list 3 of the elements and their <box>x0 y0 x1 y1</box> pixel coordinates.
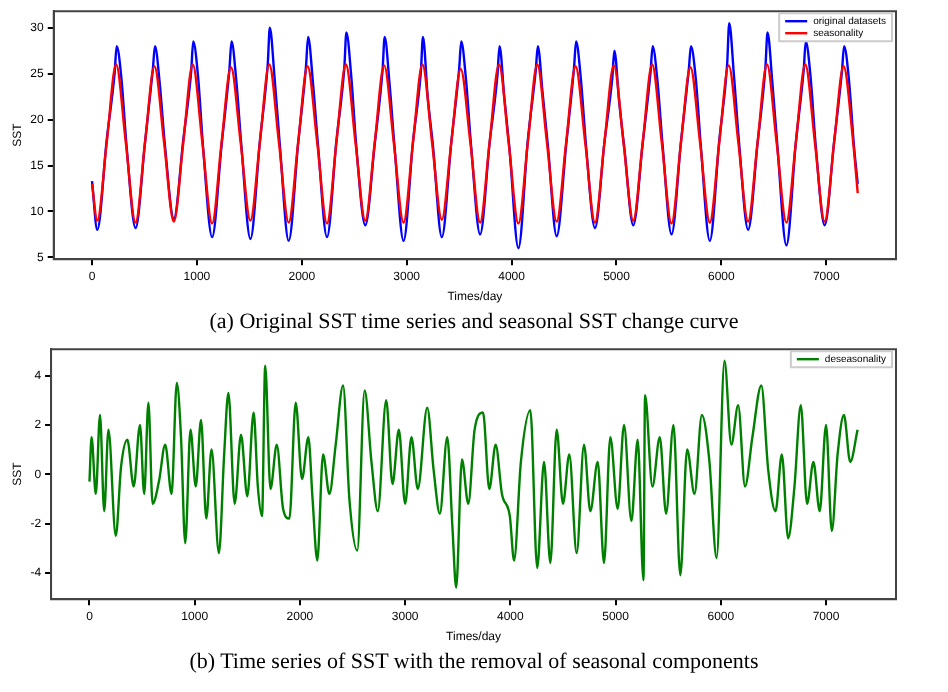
text: (a) Original SST time series and seasonal SST change curve <box>207 308 741 338</box>
line-series <box>90 63 859 225</box>
text: (b) Time series of SST with the removal of seasonal components <box>187 648 761 678</box>
